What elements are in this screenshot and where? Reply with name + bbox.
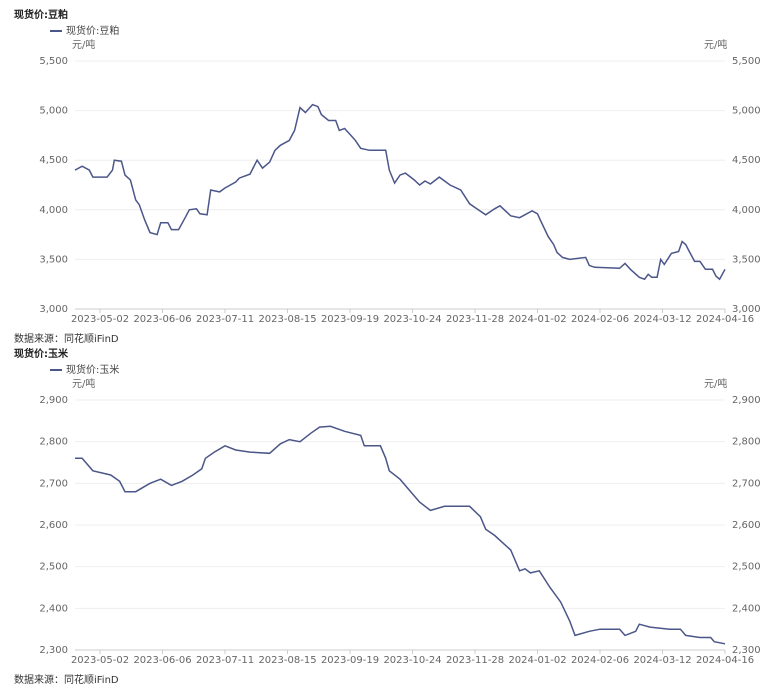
x-tick-label: 2023-07-11 [196, 314, 254, 325]
y2-tick-label: 2,500 [732, 562, 761, 573]
y2-unit: 元/吨 [704, 377, 727, 390]
source-note: 数据来源：同花顺iFinD [14, 673, 119, 686]
y2-tick-label: 3,000 [732, 304, 761, 315]
x-tick-label: 2023-05-02 [71, 314, 129, 325]
x-tick-label: 2024-01-02 [508, 314, 566, 325]
y-tick-label: 5,500 [39, 56, 68, 67]
x-tick-label: 2023-11-28 [446, 314, 504, 325]
y-tick-label: 3,500 [39, 254, 68, 265]
y2-tick-label: 2,300 [732, 645, 761, 656]
x-tick-label: 2024-02-06 [571, 655, 629, 666]
y-unit: 元/吨 [72, 38, 95, 51]
y2-tick-label: 4,500 [732, 155, 761, 166]
y-tick-label: 2,900 [39, 395, 68, 406]
series-line [74, 103, 726, 281]
x-tick-label: 2024-03-12 [633, 655, 691, 666]
y-unit: 元/吨 [72, 377, 95, 390]
y-tick-label: 3,000 [39, 304, 68, 315]
x-tick-label: 2023-06-06 [133, 314, 191, 325]
y-tick-label: 5,000 [39, 106, 68, 117]
y2-unit: 元/吨 [704, 38, 727, 51]
x-tick-label: 2023-07-11 [196, 655, 254, 666]
x-tick-label: 2023-10-24 [383, 314, 441, 325]
y2-tick-label: 2,900 [732, 395, 761, 406]
x-tick-label: 2023-09-19 [321, 314, 379, 325]
x-tick-label: 2023-05-02 [71, 655, 129, 666]
y-tick-label: 2,800 [39, 437, 68, 448]
x-tick-label: 2023-08-15 [258, 655, 316, 666]
y-tick-label: 2,300 [39, 645, 68, 656]
y2-tick-label: 2,700 [732, 478, 761, 489]
x-tick-label: 2024-03-12 [633, 314, 691, 325]
series-line [75, 425, 726, 645]
y2-tick-label: 4,000 [732, 205, 761, 216]
x-tick-label: 2023-09-19 [321, 655, 379, 666]
chart-title: 现货价:豆粕 [14, 8, 68, 21]
y-tick-label: 2,600 [39, 520, 68, 531]
x-tick-label: 2024-01-02 [508, 655, 566, 666]
legend-label: 现货价:豆粕 [66, 24, 119, 37]
y2-tick-label: 5,000 [732, 106, 761, 117]
y2-tick-label: 2,600 [732, 520, 761, 531]
y2-tick-label: 3,500 [732, 254, 761, 265]
y-tick-label: 2,400 [39, 603, 68, 614]
y-tick-label: 2,700 [39, 478, 68, 489]
x-tick-label: 2024-04-16 [696, 655, 754, 666]
x-tick-label: 2024-02-06 [571, 314, 629, 325]
y-tick-label: 4,500 [39, 155, 68, 166]
y2-tick-label: 2,800 [732, 437, 761, 448]
chart-title: 现货价:玉米 [14, 347, 69, 360]
y-tick-label: 4,000 [39, 205, 68, 216]
x-tick-label: 2024-04-16 [696, 314, 754, 325]
legend-label: 现货价:玉米 [66, 363, 119, 376]
x-tick-label: 2023-11-28 [446, 655, 504, 666]
x-tick-label: 2023-06-06 [133, 655, 191, 666]
y2-tick-label: 2,400 [732, 603, 761, 614]
y2-tick-label: 5,500 [732, 56, 761, 67]
x-tick-label: 2023-10-24 [383, 655, 441, 666]
source-note: 数据来源：同花顺iFinD [14, 332, 119, 345]
y-tick-label: 2,500 [39, 562, 68, 573]
x-tick-label: 2023-08-15 [258, 314, 316, 325]
